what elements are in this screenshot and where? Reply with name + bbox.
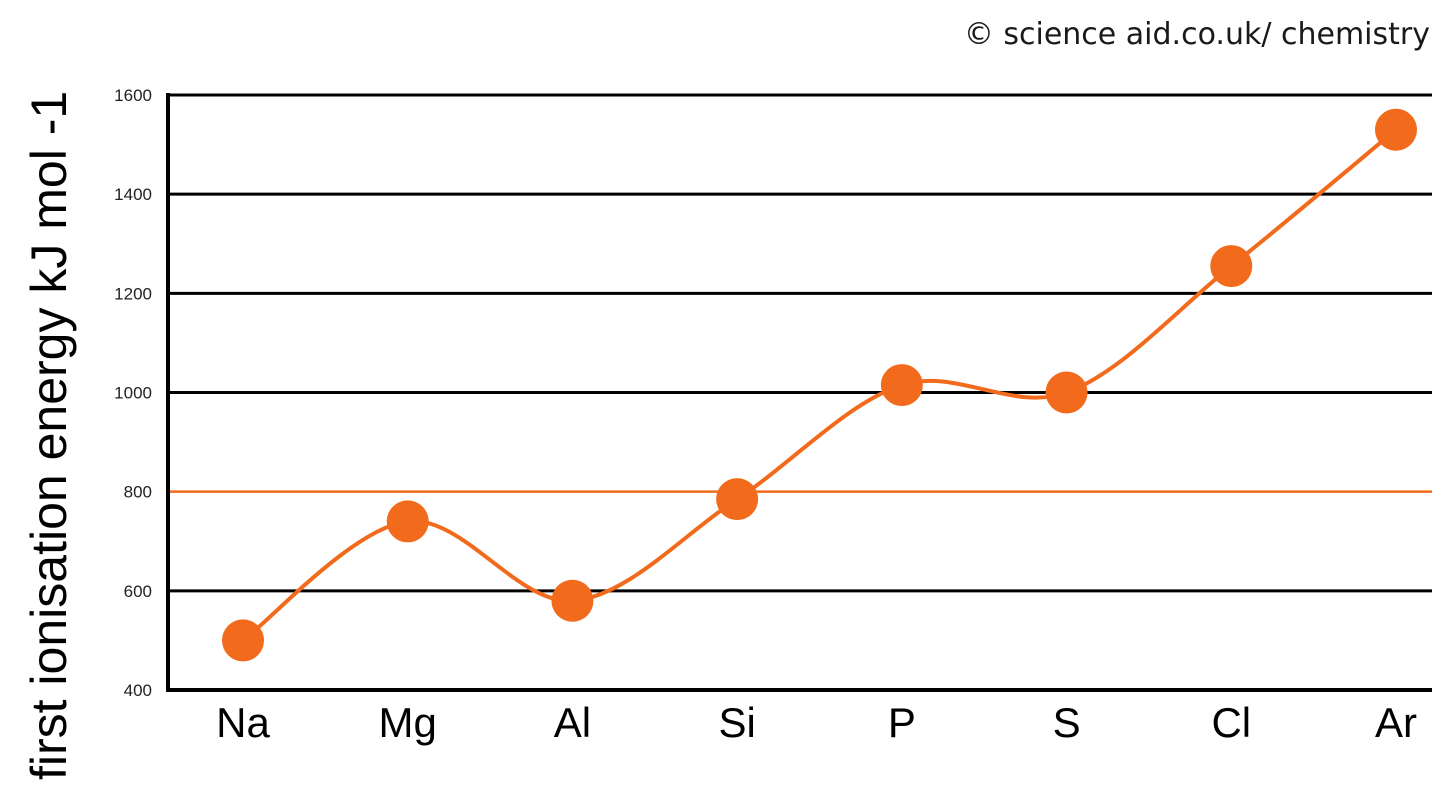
axes [166,93,1432,692]
x-tick-label-s: S [1053,699,1081,746]
y-tick-label-1200: 1200 [114,284,152,303]
y-tick-labels: 400 600 800 1000 1200 1400 1600 [114,86,152,700]
data-points [222,108,1417,662]
data-point-si [716,478,759,521]
x-tick-label-ar: Ar [1375,699,1417,746]
data-point-cl [1210,245,1253,288]
x-tick-label-na: Na [216,699,270,746]
x-tick-labels: Na Mg Al Si P S Cl Ar [216,699,1417,746]
y-tick-label-800: 800 [124,483,152,502]
y-tick-label-1400: 1400 [114,185,152,204]
x-tick-label-p: P [888,699,916,746]
data-point-mg [386,500,429,543]
data-point-ar [1375,108,1417,151]
y-axis-label: first ionisation energy kJ mol -1 [21,91,77,780]
y-tick-label-1000: 1000 [114,384,152,403]
data-point-na [222,619,264,662]
x-tick-label-cl: Cl [1211,699,1251,746]
data-point-al [551,579,594,622]
y-tick-label-1600: 1600 [114,86,152,105]
y-tick-label-600: 600 [124,582,152,601]
x-tick-label-si: Si [718,699,755,746]
data-point-s [1045,371,1088,414]
y-tick-label-400: 400 [124,681,152,700]
gridlines [168,93,1432,593]
data-point-p [880,364,923,407]
copyright-credit: © science aid.co.uk/ chemistry [964,17,1430,52]
x-tick-label-mg: Mg [379,699,437,746]
x-tick-label-al: Al [554,699,591,746]
